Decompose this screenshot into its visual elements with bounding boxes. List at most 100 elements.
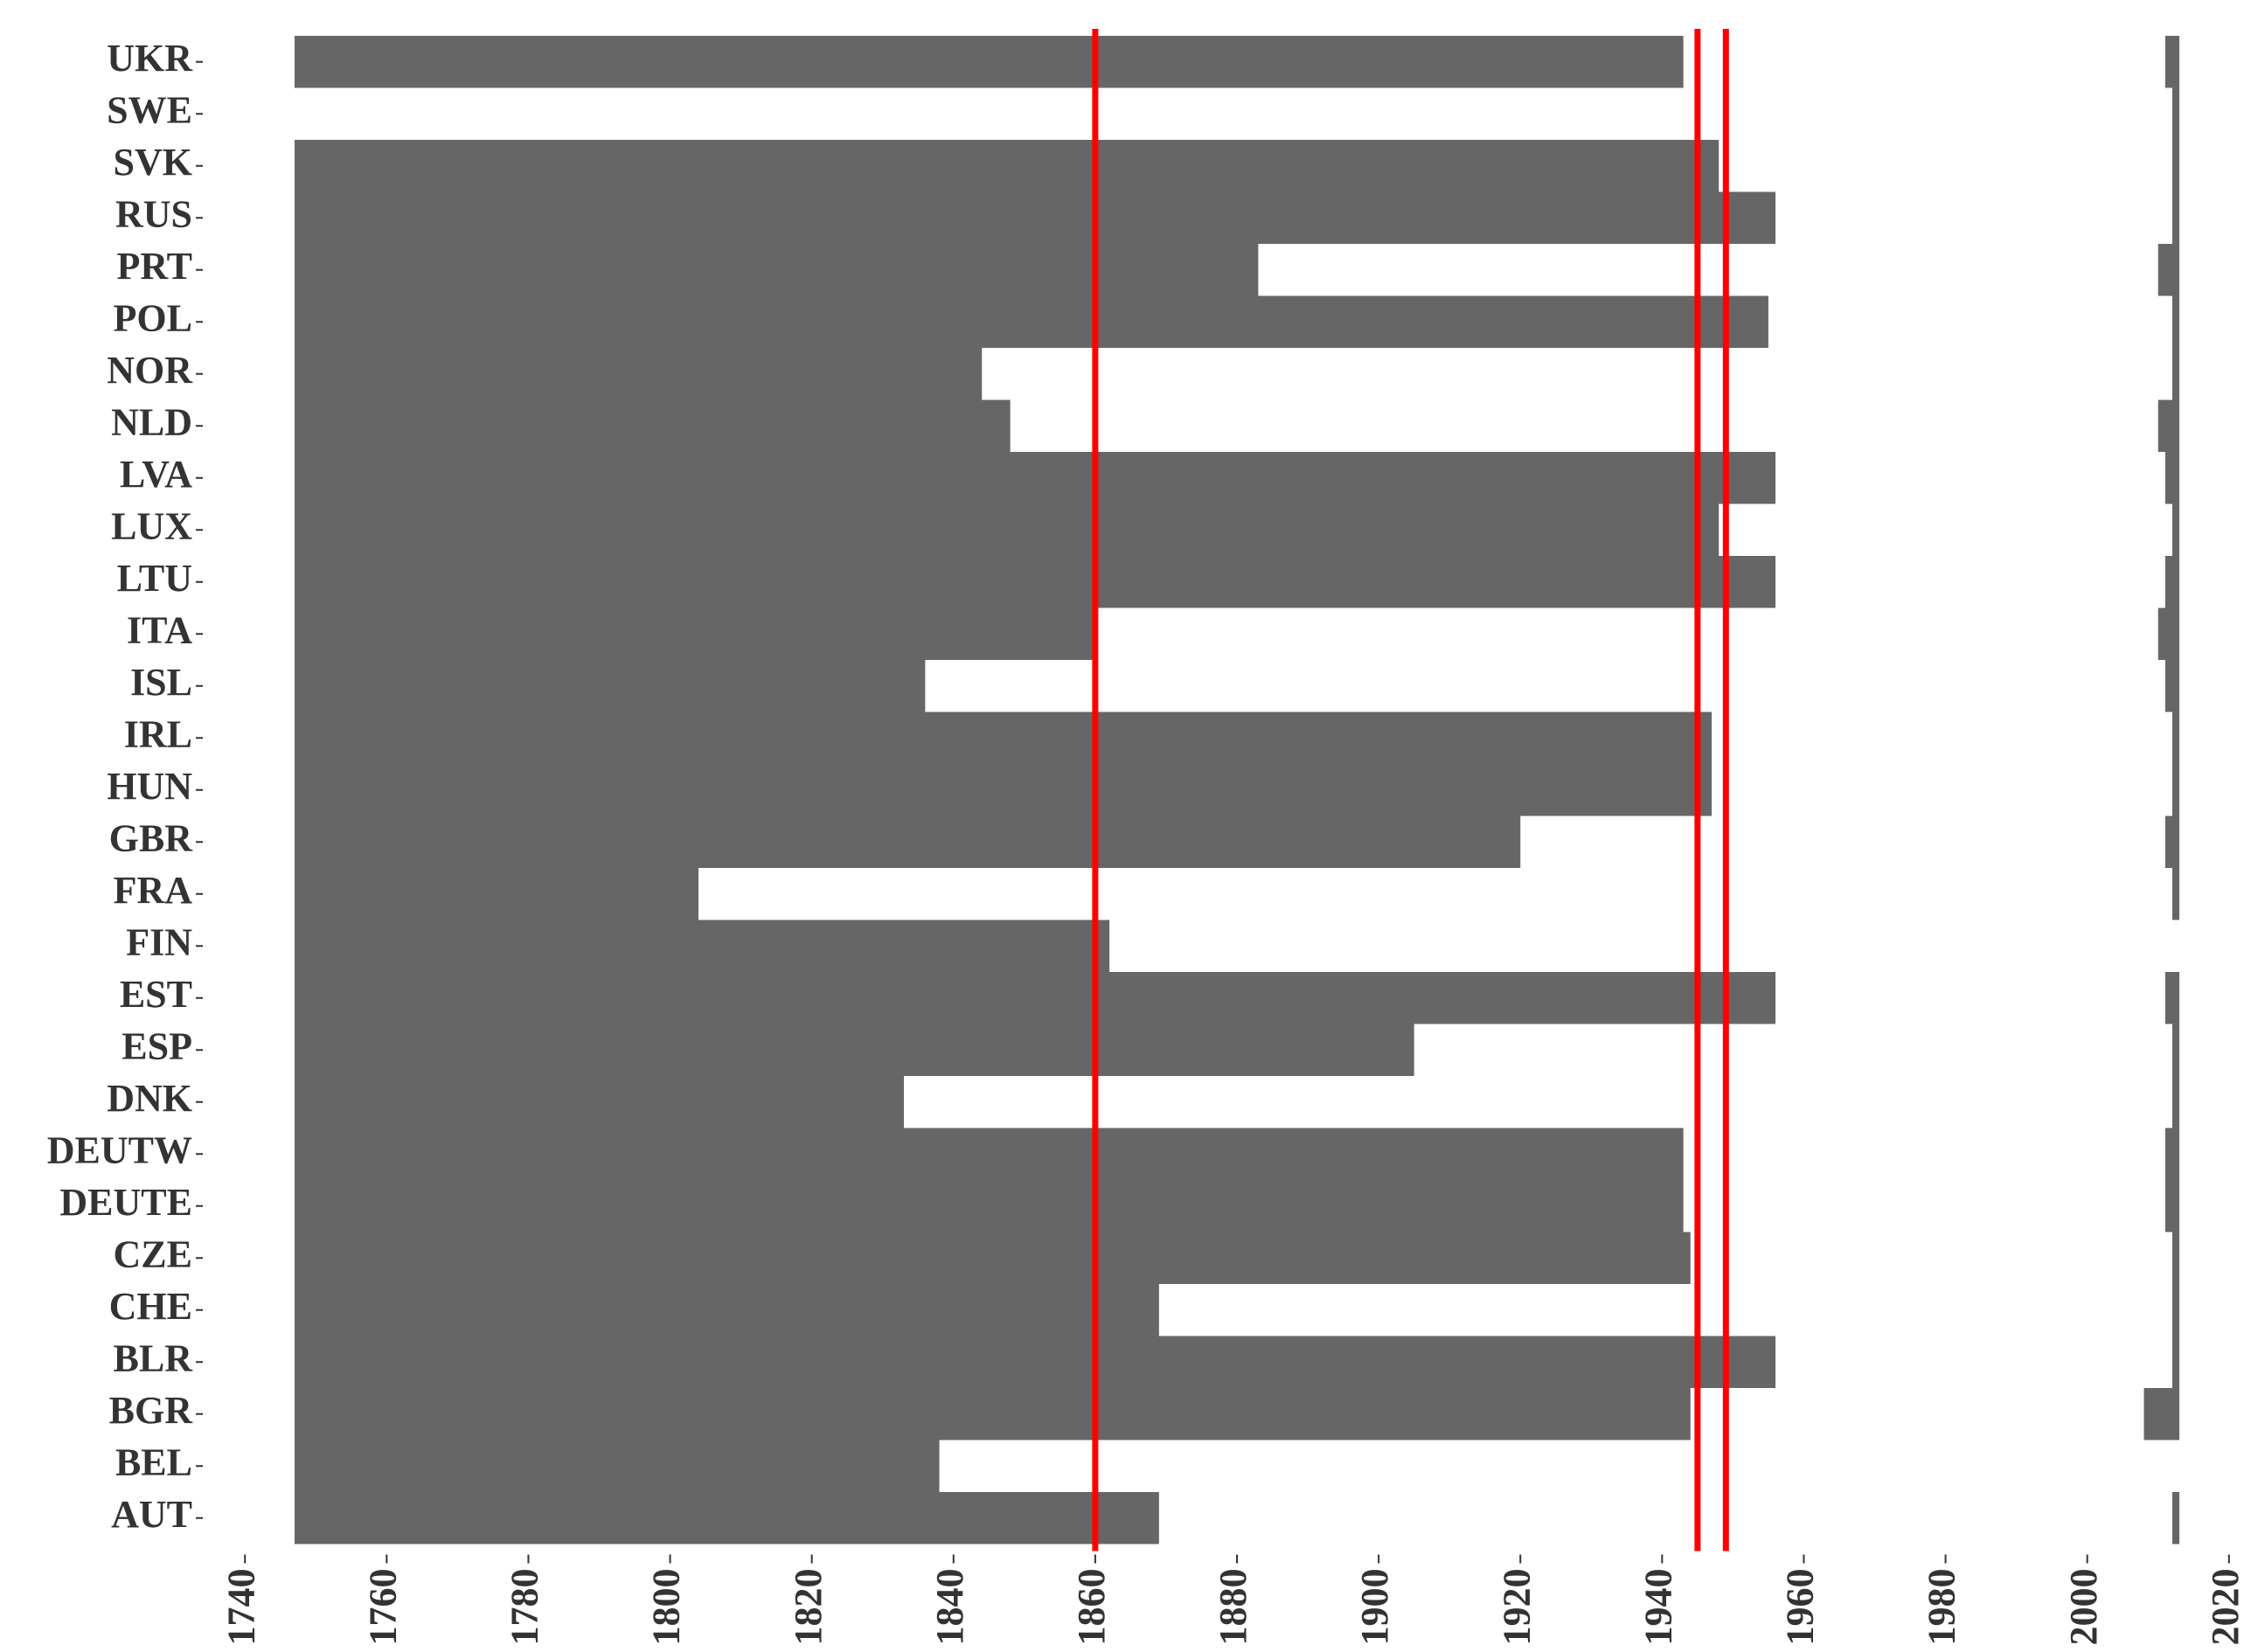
y-tick-label: LVA	[120, 453, 192, 496]
recent-bar	[2143, 1388, 2180, 1440]
recent-bar	[2164, 36, 2180, 88]
x-tick-label: 1780	[504, 1569, 546, 1646]
bar	[294, 191, 1776, 244]
y-tick-label: BLR	[114, 1336, 194, 1379]
x-tick-label: 1980	[1921, 1569, 1963, 1646]
recent-bar	[2171, 348, 2180, 400]
y-tick-label: FRA	[114, 869, 193, 912]
bar	[294, 1024, 1414, 1076]
recent-bar	[2171, 87, 2180, 140]
recent-bar	[2171, 1076, 2180, 1128]
x-tick-label: 2000	[2062, 1569, 2105, 1646]
recent-bar	[2164, 816, 2180, 868]
y-tick-label: PRT	[117, 245, 192, 288]
y-tick-label: SWE	[107, 88, 192, 131]
x-tick-label: 1940	[1636, 1569, 1679, 1646]
recent-bar	[2164, 556, 2180, 608]
bar	[294, 972, 1776, 1024]
y-tick-label: BGR	[109, 1389, 194, 1432]
bar	[294, 399, 1011, 452]
bar	[294, 1284, 1159, 1336]
bar	[294, 660, 926, 712]
y-tick-label: HUN	[107, 765, 192, 808]
bar	[294, 452, 1776, 504]
y-tick-label: EST	[120, 973, 192, 1016]
y-tick-label: ITA	[127, 608, 192, 651]
bar	[294, 1128, 1684, 1180]
bar	[294, 711, 1713, 764]
bar	[294, 764, 1713, 816]
y-tick-label: DEUTE	[59, 1181, 192, 1224]
x-tick-label: 1760	[361, 1569, 404, 1646]
bar	[294, 1336, 1776, 1388]
bar	[294, 1440, 940, 1492]
y-tick-label: UKR	[107, 37, 193, 80]
recent-bar	[2164, 1128, 2180, 1180]
y-tick-label: CHE	[109, 1285, 192, 1328]
x-tick-label: 1880	[1212, 1569, 1254, 1646]
recent-bar	[2157, 607, 2180, 660]
bar	[294, 920, 1110, 972]
recent-bar	[2164, 660, 2180, 712]
y-tick-label: LTU	[117, 557, 192, 600]
y-tick-label: DNK	[107, 1077, 192, 1120]
y-tick-label: NLD	[111, 400, 192, 443]
y-tick-label: RUS	[115, 192, 192, 235]
bar	[294, 607, 1095, 660]
recent-bar	[2171, 503, 2180, 556]
y-tick-label: IRL	[124, 712, 192, 755]
recent-bar	[2171, 295, 2180, 348]
bar	[294, 816, 1521, 868]
recent-bar	[2171, 1284, 2180, 1336]
x-tick-label: 1800	[645, 1569, 688, 1646]
bar	[294, 556, 1776, 608]
bar	[294, 1076, 905, 1128]
recent-bar	[2171, 1024, 2180, 1076]
recent-bar	[2171, 140, 2180, 192]
recent-bar	[2164, 972, 2180, 1024]
recent-bar	[2171, 1336, 2180, 1388]
y-tick-label: GBR	[109, 816, 194, 859]
y-tick-label: LUX	[111, 504, 192, 547]
bar	[294, 1232, 1691, 1284]
bar	[294, 1180, 1684, 1232]
y-tick-label: ESP	[122, 1024, 192, 1067]
x-tick-label: 1920	[1495, 1569, 1538, 1646]
y-tick-label: SVK	[114, 141, 192, 184]
x-tick-label: 1900	[1353, 1569, 1396, 1646]
y-tick-label: AUT	[111, 1493, 192, 1536]
recent-bar	[2164, 1180, 2180, 1232]
recent-bar	[2171, 868, 2180, 920]
bar	[294, 868, 698, 920]
recent-bar	[2171, 711, 2180, 764]
x-tick-label: 1840	[928, 1569, 971, 1646]
y-tick-label: BEL	[115, 1440, 192, 1483]
recent-bar	[2171, 191, 2180, 244]
bar	[294, 295, 1768, 348]
x-tick-label: 1860	[1070, 1569, 1113, 1646]
bar	[294, 503, 1720, 556]
bar	[294, 1388, 1691, 1440]
y-tick-label: POL	[114, 296, 192, 339]
x-tick-label: 1740	[219, 1569, 262, 1646]
x-tick-label: 1820	[787, 1569, 830, 1646]
y-tick-label: NOR	[107, 349, 193, 392]
recent-bar	[2157, 244, 2180, 296]
recent-bar	[2171, 1492, 2180, 1544]
x-tick-label: 1960	[1779, 1569, 1822, 1646]
bar	[294, 140, 1720, 192]
recent-bar	[2157, 399, 2180, 452]
y-tick-label: DEUTW	[47, 1128, 192, 1171]
recent-bar	[2171, 1232, 2180, 1284]
recent-bar	[2164, 452, 2180, 504]
bar	[294, 36, 1684, 88]
bar	[294, 244, 1259, 296]
recent-bar	[2171, 764, 2180, 816]
y-tick-label: FIN	[126, 920, 192, 963]
x-tick-label: 2020	[2204, 1569, 2247, 1646]
bar	[294, 348, 983, 400]
bar	[294, 1492, 1159, 1544]
y-tick-label: ISL	[130, 661, 192, 704]
y-tick-label: CZE	[114, 1232, 192, 1275]
